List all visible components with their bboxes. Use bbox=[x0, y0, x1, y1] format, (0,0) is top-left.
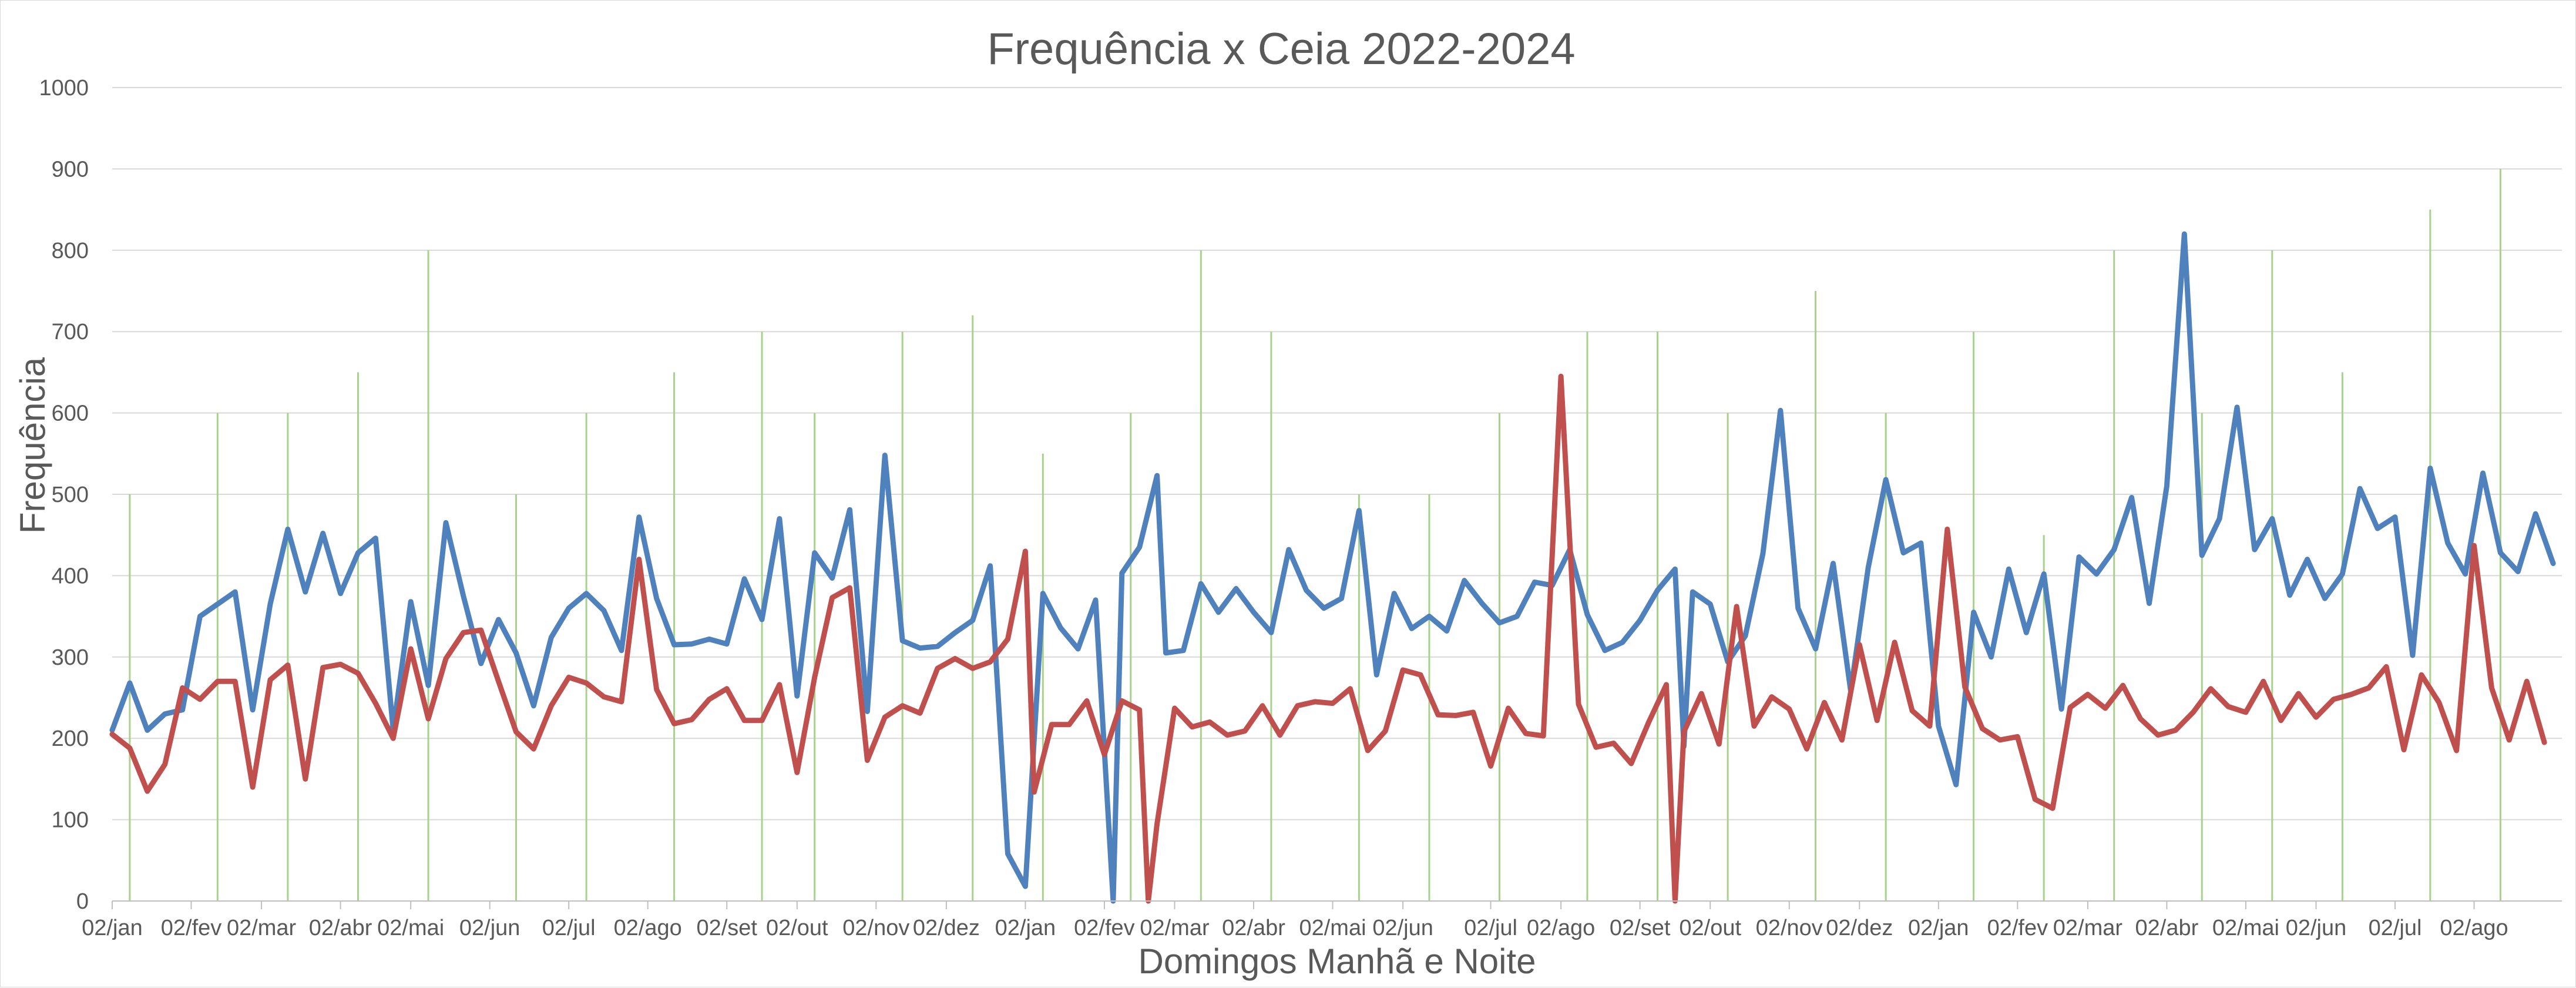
x-tick-label: 02/mar bbox=[2053, 916, 2123, 940]
x-tick-label: 02/fev bbox=[1987, 916, 2048, 940]
x-tick-label: 02/jan bbox=[82, 916, 143, 940]
x-tick-label: 02/jun bbox=[1372, 916, 1433, 940]
x-tick-label: 02/jun bbox=[459, 916, 520, 940]
x-tick-label: 02/jul bbox=[1464, 916, 1517, 940]
x-tick-label: 02/jul bbox=[542, 916, 596, 940]
x-tick-label: 02/set bbox=[1610, 916, 1671, 940]
y-tick-label: 800 bbox=[52, 239, 89, 263]
ceia-markers bbox=[129, 169, 2501, 901]
x-tick-label: 02/ago bbox=[614, 916, 682, 940]
x-tick-label: 02/mar bbox=[1140, 916, 1210, 940]
x-tick-label: 02/abr bbox=[1222, 916, 1285, 940]
series-lines bbox=[109, 231, 2556, 904]
x-tick-label: 02/jan bbox=[1908, 916, 1969, 940]
y-tick-label: 200 bbox=[52, 726, 89, 751]
y-axis-title: Frequência bbox=[13, 357, 52, 534]
x-tick-label: 02/fev bbox=[161, 916, 222, 940]
y-tick-labels: 0 100 200 300 400 500 600 700 800 900 1000 bbox=[39, 76, 89, 914]
x-tick-label: 02/dez bbox=[913, 916, 980, 940]
y-tick-label: 600 bbox=[52, 401, 89, 426]
y-tick-label: 1000 bbox=[39, 76, 89, 101]
x-tick-label: 02/set bbox=[696, 916, 757, 940]
x-tick-label: 02/ago bbox=[1527, 916, 1595, 940]
x-tick-label: 02/nov bbox=[842, 916, 909, 940]
x-tick-label: 02/jan bbox=[995, 916, 1056, 940]
x-tick-label: 02/ago bbox=[2440, 916, 2508, 940]
y-tick-label: 100 bbox=[52, 808, 89, 833]
y-tick-label: 0 bbox=[76, 889, 89, 914]
x-tick-label: 02/mar bbox=[227, 916, 297, 940]
series-line-1 bbox=[109, 231, 2556, 904]
chart-title: Frequência x Ceia 2022-2024 bbox=[987, 24, 1575, 74]
x-tick-labels: 02/jan 02/fev 02/mar 02/abr 02/mai 02/jun 02/j… bbox=[82, 901, 2508, 940]
x-tick-label: 02/dez bbox=[1826, 916, 1893, 940]
x-tick-label: 02/abr bbox=[309, 916, 372, 940]
y-tick-label: 500 bbox=[52, 483, 89, 507]
x-tick-label: 02/mai bbox=[2212, 916, 2279, 940]
y-tick-label: 900 bbox=[52, 157, 89, 182]
x-tick-label: 02/out bbox=[1679, 916, 1741, 940]
y-tick-label: 400 bbox=[52, 564, 89, 588]
x-tick-label: 02/fev bbox=[1074, 916, 1135, 940]
x-axis-title: Domingos Manhã e Noite bbox=[1138, 942, 1536, 981]
x-tick-label: 02/nov bbox=[1756, 916, 1823, 940]
x-tick-label: 02/jul bbox=[2369, 916, 2422, 940]
y-tick-label: 700 bbox=[52, 320, 89, 344]
x-tick-label: 02/out bbox=[766, 916, 828, 940]
x-tick-label: 02/abr bbox=[2135, 916, 2199, 940]
x-tick-label: 02/mai bbox=[377, 916, 444, 940]
y-tick-label: 300 bbox=[52, 645, 89, 670]
x-tick-label: 02/mai bbox=[1299, 916, 1366, 940]
x-tick-label: 02/jun bbox=[2286, 916, 2347, 940]
series-line-2 bbox=[109, 373, 2547, 904]
